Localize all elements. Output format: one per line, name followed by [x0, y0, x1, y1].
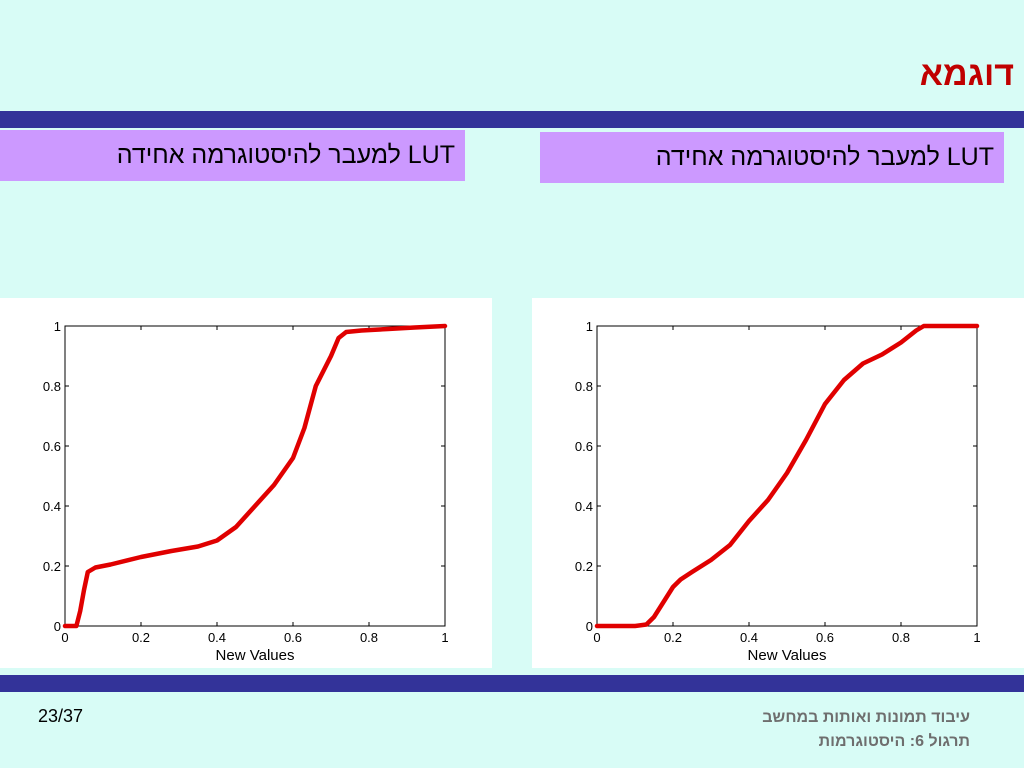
- plot-frame: [596, 325, 978, 627]
- page-number: 23/37: [38, 706, 84, 726]
- y-tick-label: 0.8: [43, 379, 61, 394]
- lut-curve: [62, 323, 448, 629]
- slide-title: דוגמא: [919, 55, 1014, 93]
- y-tick-label: 0.4: [575, 499, 593, 514]
- top-divider-bar: [0, 111, 1024, 128]
- x-tick-label: 0.8: [360, 630, 378, 645]
- bottom-divider-bar: [0, 675, 1024, 692]
- y-tick-label: 1: [54, 319, 61, 334]
- lut-curve: [594, 323, 980, 629]
- x-tick-label: 0: [61, 630, 68, 645]
- plot-frame: [64, 325, 446, 627]
- x-axis-label: New Values: [216, 647, 295, 664]
- x-tick-label: 0.6: [816, 630, 834, 645]
- y-tick-label: 0.2: [575, 559, 593, 574]
- x-axis-label: New Values: [748, 647, 827, 664]
- right-plot-caption: LUT למעבר להיסטוגרמה אחידה: [540, 132, 1004, 183]
- x-tick-label: 0.4: [208, 630, 226, 645]
- y-tick-label: 0.4: [43, 499, 61, 514]
- left-lut-chart: 0 0.2 0.4 0.6 0.8 1 0 0.2 0.4 0.6 0.8 1 New Values: [43, 319, 449, 664]
- y-tick-label: 0.2: [43, 559, 61, 574]
- left-plot-caption: LUT למעבר להיסטוגרמה אחידה: [0, 130, 465, 181]
- y-tick-label: 0.8: [575, 379, 593, 394]
- x-tick-label: 0.2: [664, 630, 682, 645]
- y-tick-label: 0: [586, 619, 593, 634]
- y-tick-label: 1: [586, 319, 593, 334]
- x-tick-label: 1: [441, 630, 448, 645]
- left-lut-plot: 0 0.2 0.4 0.6 0.8 1 0 0.2 0.4 0.6 0.8 1 New Values: [0, 298, 492, 668]
- y-tick-label: 0: [54, 619, 61, 634]
- right-lut-chart: 0 0.2 0.4 0.6 0.8 1 0 0.2 0.4 0.6 0.8 1 New Values: [575, 319, 981, 664]
- y-tick-label: 0.6: [43, 439, 61, 454]
- footer-course-title: עיבוד תמונות ואותות במחשב: [762, 709, 970, 726]
- y-tick-label: 0.6: [575, 439, 593, 454]
- x-tick-label: 0.6: [284, 630, 302, 645]
- footer: עיבוד תמונות ואותות במחשב תרגול 6: היסטו…: [762, 706, 970, 754]
- x-tick-label: 0.4: [740, 630, 758, 645]
- footer-lesson-title: תרגול 6: היסטוגרמות: [818, 733, 970, 750]
- x-tick-label: 0: [593, 630, 600, 645]
- x-tick-label: 0.8: [892, 630, 910, 645]
- x-tick-label: 1: [973, 630, 980, 645]
- right-lut-plot: 0 0.2 0.4 0.6 0.8 1 0 0.2 0.4 0.6 0.8 1 New Values: [532, 298, 1024, 668]
- x-tick-label: 0.2: [132, 630, 150, 645]
